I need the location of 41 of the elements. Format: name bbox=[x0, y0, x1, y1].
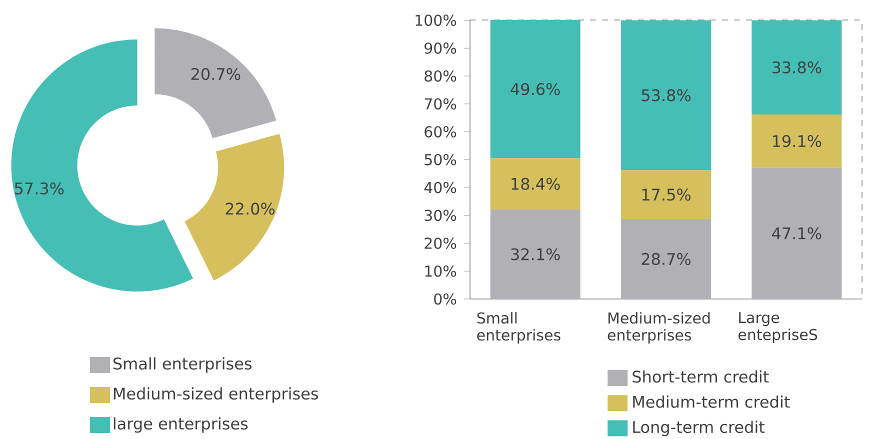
y-tick-label: 40% bbox=[424, 182, 456, 194]
y-tick-label: 0% bbox=[434, 293, 456, 305]
legend-label: large enterprises bbox=[114, 417, 248, 433]
y-tick-label: 10% bbox=[425, 265, 456, 277]
data-label: 33.8% bbox=[772, 61, 822, 74]
legend-label: Medium-sized enterprises bbox=[114, 387, 318, 403]
y-tick-label: 70% bbox=[424, 98, 456, 110]
data-label: 28.7% bbox=[642, 252, 691, 266]
data-label: 57.3% bbox=[14, 182, 64, 194]
data-label: 18.4% bbox=[512, 178, 560, 190]
bar bbox=[490, 210, 580, 299]
x-tick-label: Medium-sized enterprises bbox=[608, 312, 710, 344]
y-tick-label: 30% bbox=[424, 210, 456, 222]
y-tick-label: 60% bbox=[424, 126, 456, 138]
data-label: 49.6% bbox=[510, 83, 560, 96]
bar bbox=[621, 170, 712, 220]
data-label: 53.8% bbox=[642, 89, 691, 102]
bar bbox=[490, 20, 580, 158]
y-tick-label: 100% bbox=[416, 14, 456, 26]
legend-label: Long-term credit bbox=[633, 420, 765, 436]
data-label: 17.5% bbox=[642, 188, 691, 201]
y-tick-label: 50% bbox=[424, 154, 456, 166]
x-tick-label: Small enterprises bbox=[477, 312, 560, 344]
legend-label: Short-term credit bbox=[632, 370, 769, 383]
bar bbox=[752, 20, 842, 114]
bar bbox=[490, 158, 580, 210]
y-tick-label: 90% bbox=[424, 42, 456, 54]
data-label: 20.7% bbox=[191, 68, 240, 80]
data-label: 47.1% bbox=[772, 227, 822, 240]
y-tick-label: 20% bbox=[424, 238, 456, 249]
bar bbox=[621, 20, 712, 170]
y-tick-label: 80% bbox=[424, 70, 456, 82]
bar bbox=[752, 114, 842, 168]
data-label: 19.1% bbox=[773, 135, 822, 148]
data-label: 22.0% bbox=[226, 202, 275, 215]
legend-label: Small enterprises bbox=[113, 357, 252, 373]
x-tick-label: Large entepriseS bbox=[738, 312, 818, 344]
bar bbox=[621, 219, 712, 299]
bar bbox=[752, 168, 842, 299]
data-label: 32.1% bbox=[511, 248, 560, 260]
legend-label: Medium-term credit bbox=[633, 396, 790, 408]
